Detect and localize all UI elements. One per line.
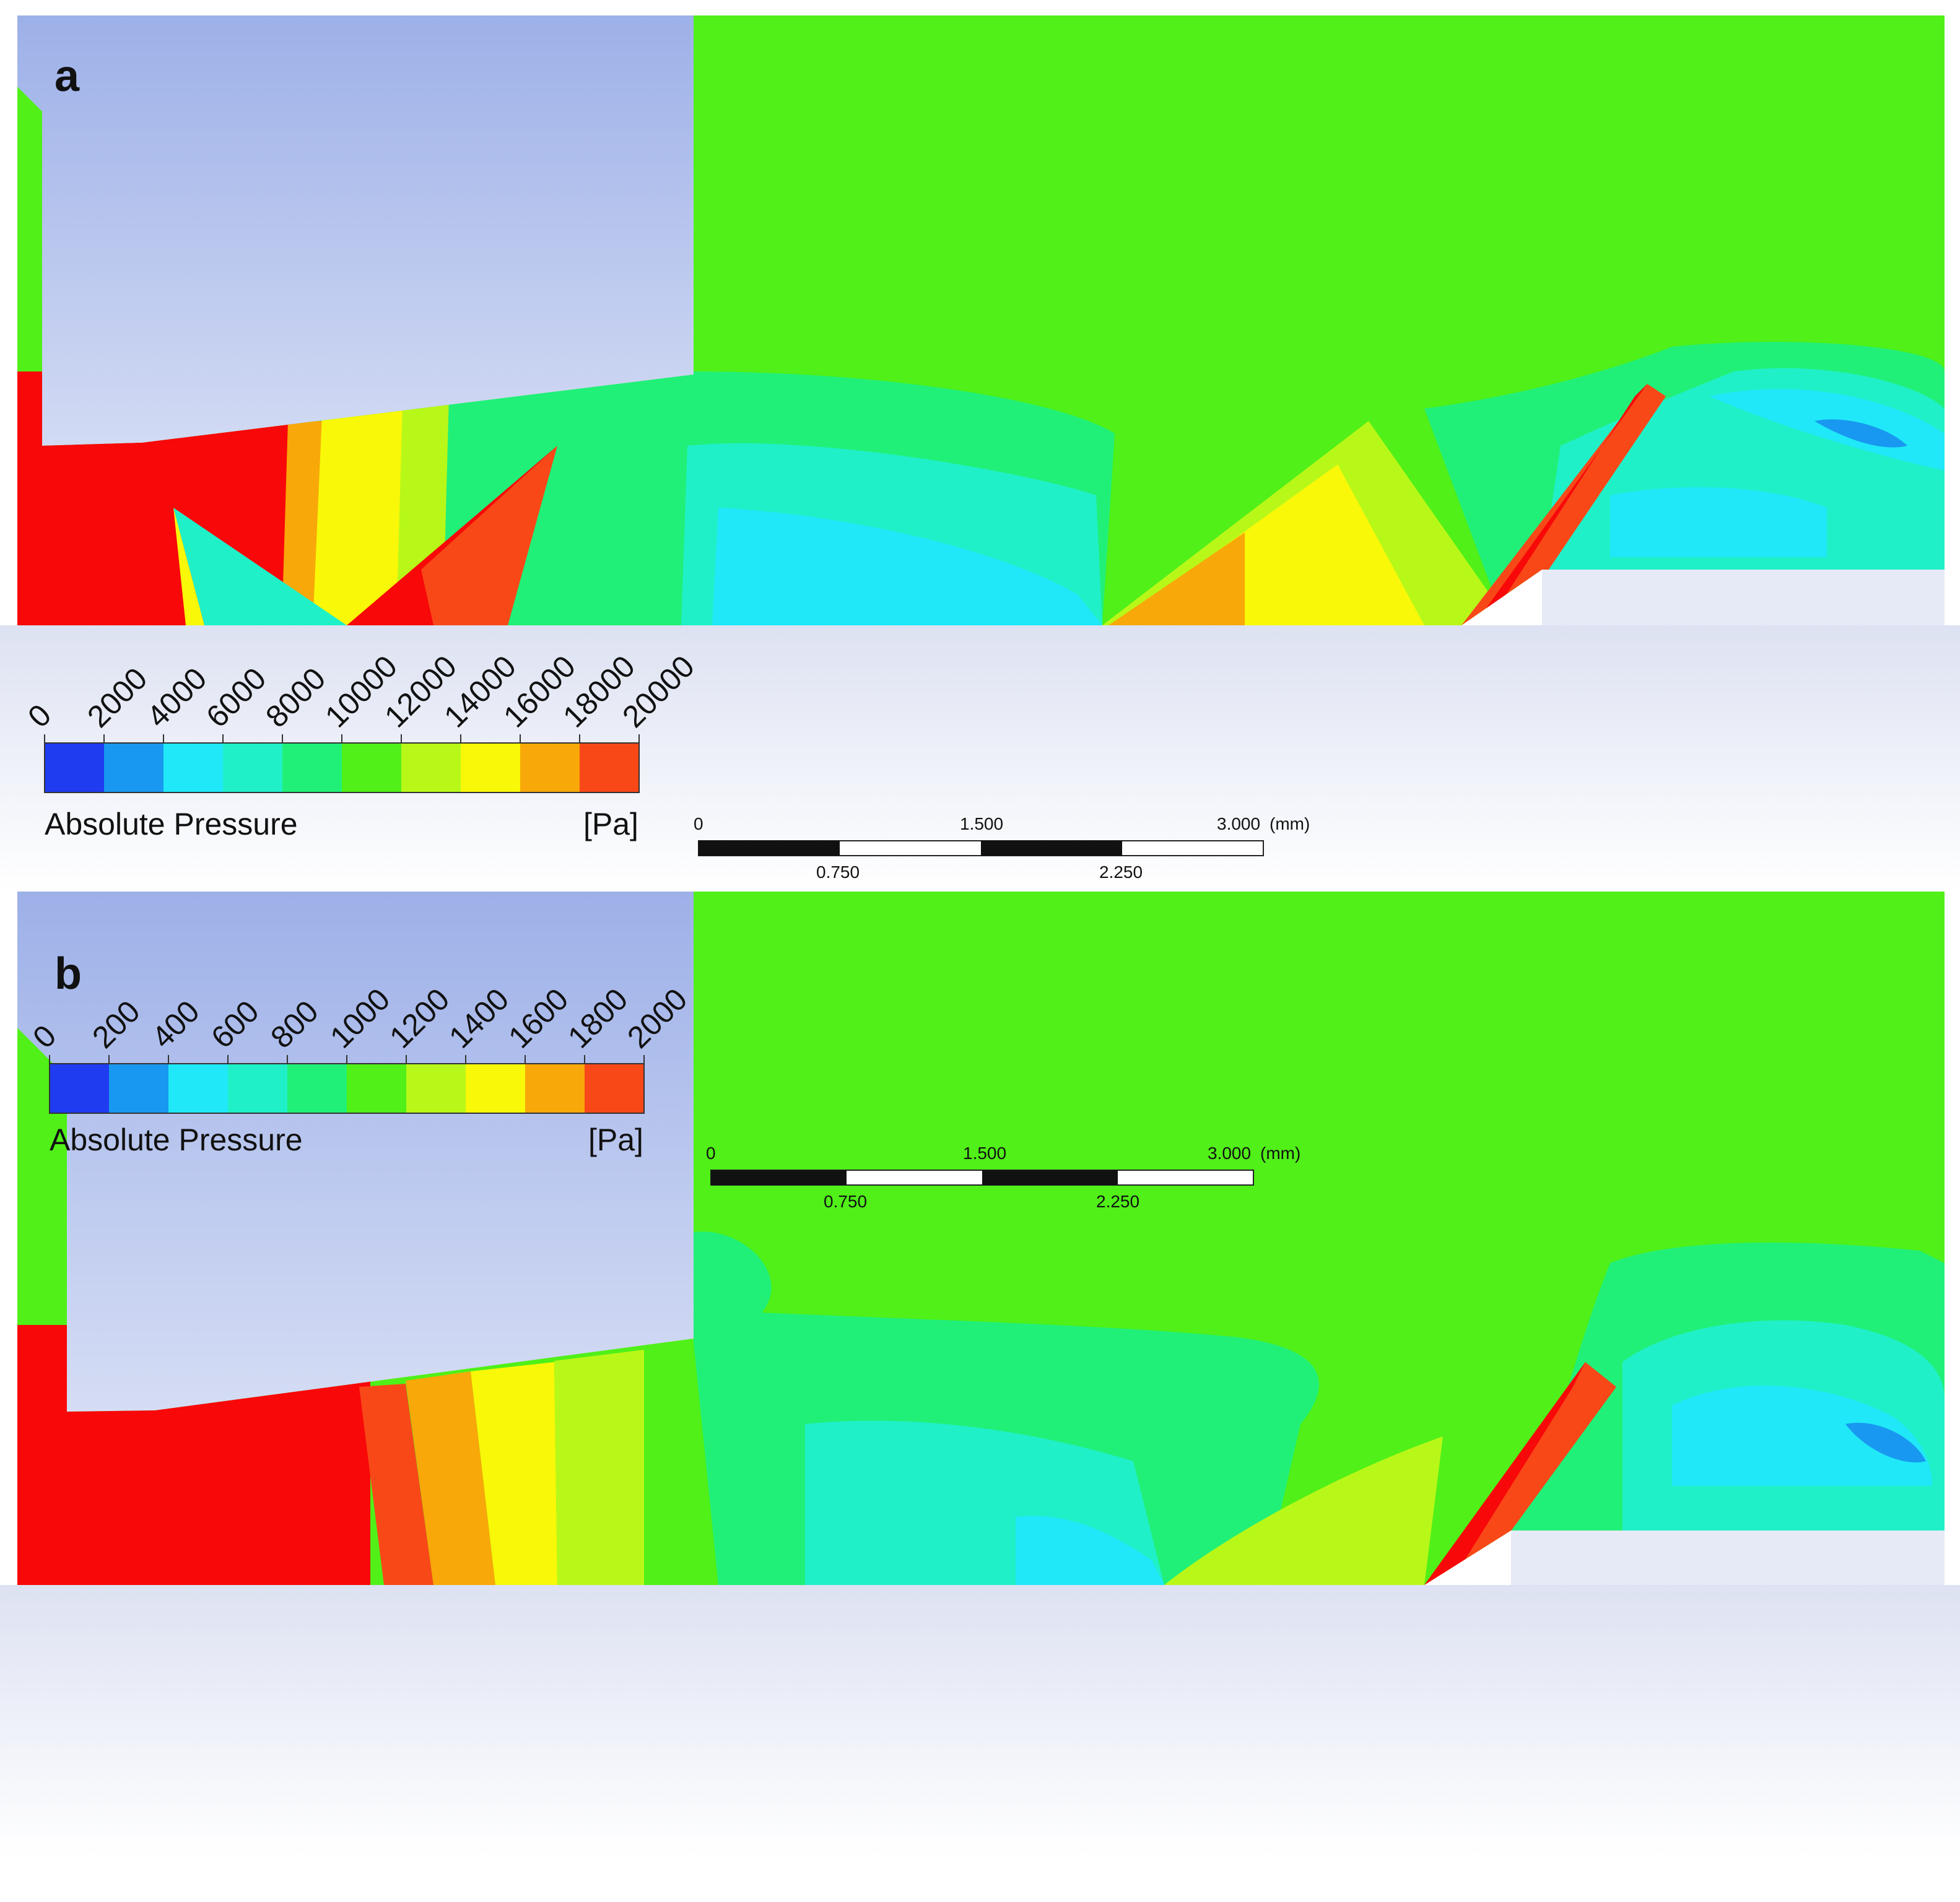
scale-unit-b: (mm) (1260, 1144, 1300, 1163)
scale-label-0-a: 0 (694, 814, 703, 833)
scale-label-1500-a: 1.500 (960, 814, 1003, 833)
scale-label-0-b: 0 (706, 1144, 716, 1163)
legend-unit-a: [Pa] (583, 807, 638, 841)
scale-label-2250-a: 2.250 (1099, 862, 1143, 882)
panel-label-a: a (54, 51, 80, 101)
legend-unit-b: [Pa] (588, 1123, 643, 1157)
scale-unit-a: (mm) (1270, 814, 1310, 833)
scale-bar-b: 0 1.500 3.000 (mm) 0.750 2.250 (706, 1144, 1300, 1211)
panel-b: 0 200 400 600 800 1000 1200 1400 1600 1800 2000 0 … (0, 892, 1960, 1857)
legend-title-a: Absolute Pressure (45, 807, 298, 841)
scale-label-3000-b: 3.000 (1208, 1144, 1251, 1163)
scale-label-1500-b: 1.500 (963, 1144, 1006, 1163)
colorbar-a (44, 742, 640, 793)
pressure-contour-a: 0 200040006000800010000120001400016000180… (0, 15, 1960, 892)
scale-label-0750-a: 0.750 (816, 862, 860, 882)
colorbar-b (49, 1063, 645, 1114)
panel-a: 0 2000 4000 6000 8000 10000 12000 14000 16000 180… (0, 0, 1960, 892)
scale-label-0750-b: 0.750 (824, 1192, 867, 1211)
panel-label-b: b (54, 949, 82, 999)
scale-label-3000-a: 3.000 (1217, 814, 1260, 833)
scale-label-2250-b: 2.250 (1096, 1192, 1139, 1211)
scale-bar-a: 0 1.500 3.000 (mm) 0.750 2.250 (694, 814, 1310, 882)
legend-title-b: Absolute Pressure (50, 1123, 303, 1157)
